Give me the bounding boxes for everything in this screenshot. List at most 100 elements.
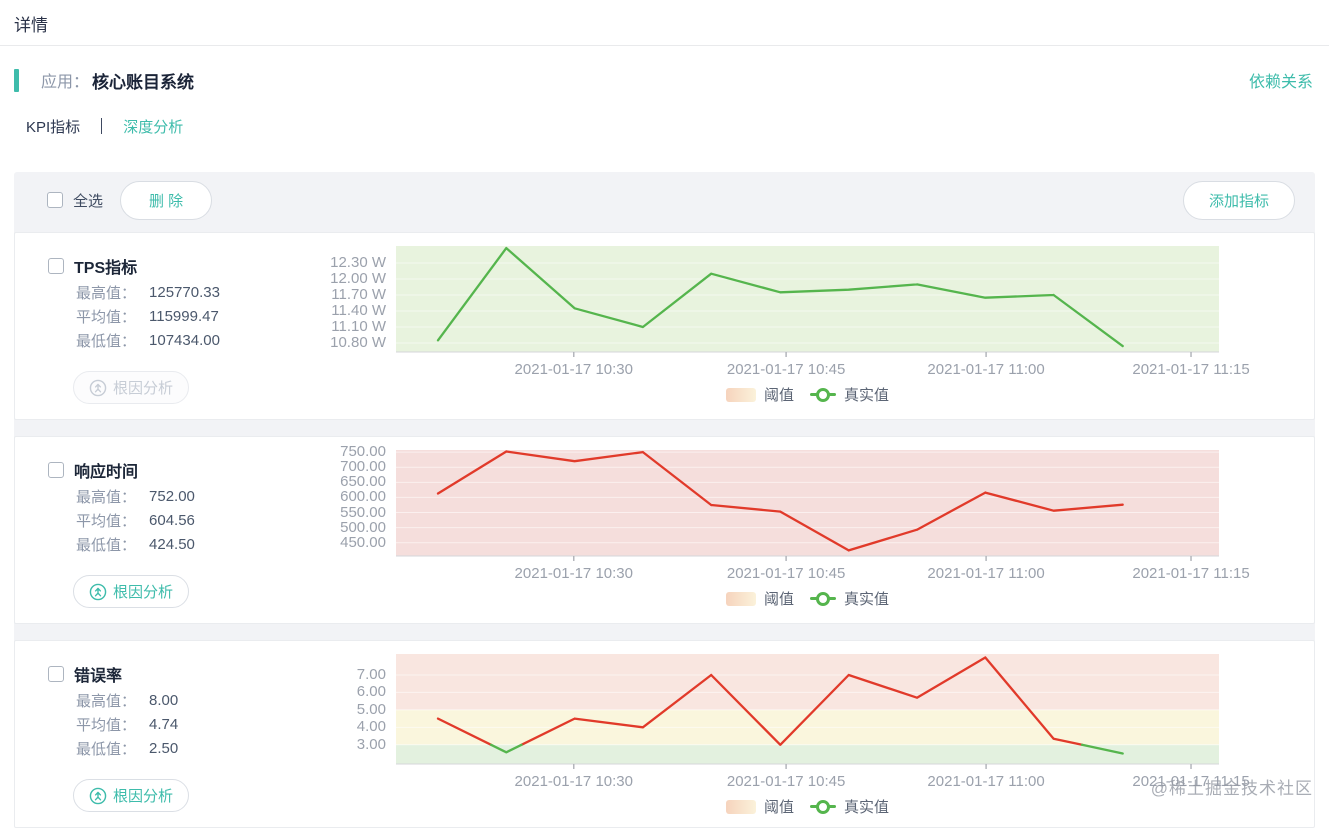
stat-label: 平均值： <box>76 716 137 734</box>
chart-plot[interactable] <box>396 654 1219 770</box>
stat-row: 最高值： 125770.33 <box>76 280 220 304</box>
legend-actual-label[interactable]: 真实值 <box>844 799 890 816</box>
metric-list-container: 全选 删 除 添加指标 TPS指标最高值： 125770.33 平均值： 115999… <box>14 172 1315 828</box>
y-axis-label: 6.00 <box>356 683 386 701</box>
tab-deep-analysis[interactable]: 深度分析 <box>123 118 184 136</box>
actual-line-icon[interactable] <box>810 799 836 814</box>
x-axis-label: 2021-01-17 11:15 <box>1132 773 1250 790</box>
legend-threshold-label[interactable]: 阈值 <box>763 387 794 404</box>
x-axis-label: 2021-01-17 11:00 <box>927 773 1045 790</box>
metric-checkbox[interactable] <box>48 258 64 274</box>
chart-legend: 阈值 真实值 <box>396 796 1219 817</box>
threshold-swatch-icon[interactable] <box>725 799 756 814</box>
y-axis-label: 600.00 <box>340 488 386 506</box>
actual-ring-icon <box>816 799 830 814</box>
stat-value: 424.50 <box>149 535 195 553</box>
metric-stats: 最高值： 752.00 平均值： 604.56 最低值： 424.50 <box>76 484 195 556</box>
x-axis-label: 2021-01-17 11:15 <box>1132 361 1250 378</box>
root-cause-label: 根因分析 <box>113 788 174 805</box>
stat-label: 最低值： <box>76 740 137 758</box>
root-cause-button[interactable]: 根因分析 <box>73 575 190 608</box>
tab-separator <box>101 118 103 134</box>
actual-ring-icon <box>816 387 830 402</box>
y-axis-label: 650.00 <box>340 473 386 491</box>
delete-button[interactable]: 删 除 <box>120 180 213 220</box>
stat-label: 平均值： <box>76 308 137 326</box>
stat-value: 115999.47 <box>149 307 219 325</box>
metric-title: TPS指标 <box>74 260 138 277</box>
app-name: 核心账目系统 <box>92 72 195 92</box>
root-cause-button[interactable]: 根因分析 <box>73 371 190 404</box>
y-axis-label: 7.00 <box>356 665 386 683</box>
metric-stats: 最高值： 125770.33 平均值： 115999.47 最低值： 107434.00 <box>76 280 220 352</box>
stat-label: 最低值： <box>76 332 137 350</box>
x-axis-label: 2021-01-17 11:00 <box>927 361 1045 378</box>
toolbar: 全选 删 除 添加指标 <box>14 172 1315 228</box>
accent-bar-icon <box>14 68 19 92</box>
tab-kpi[interactable]: KPI指标 <box>26 118 81 136</box>
y-axis-label: 500.00 <box>340 518 386 536</box>
x-axis-label: 2021-01-17 10:45 <box>726 361 846 378</box>
metric-title: 错误率 <box>74 668 123 685</box>
watermark: @稀土掘金技术社区 <box>1150 779 1313 798</box>
app-label: 应用： <box>41 74 90 91</box>
dependency-link[interactable]: 依赖关系 <box>1248 74 1313 91</box>
metric-checkbox[interactable] <box>48 462 64 478</box>
legend-threshold-label[interactable]: 阈值 <box>763 799 794 816</box>
stat-label: 最高值： <box>76 692 137 710</box>
threshold-swatch-icon[interactable] <box>725 387 756 402</box>
root-cause-button[interactable]: 根因分析 <box>73 779 190 812</box>
add-metric-button[interactable]: 添加指标 <box>1182 180 1295 220</box>
stat-row: 最低值： 2.50 <box>76 736 178 760</box>
y-axis-label: 3.00 <box>356 735 386 753</box>
stat-row: 最高值： 8.00 <box>76 688 178 712</box>
x-axis-label: 2021-01-17 11:00 <box>927 565 1045 582</box>
y-axis-label: 11.40 W <box>331 301 386 319</box>
app-header: 应用： 核心账目系统 依赖关系 <box>14 67 1313 93</box>
legend-actual-label[interactable]: 真实值 <box>844 591 890 608</box>
stat-row: 最高值： 752.00 <box>76 484 195 508</box>
x-axis-label: 2021-01-17 10:30 <box>514 565 633 582</box>
chart-legend: 阈值 真实值 <box>396 384 1219 405</box>
legend-actual-label[interactable]: 真实值 <box>844 387 890 404</box>
metric-card: TPS指标最高值： 125770.33 平均值： 115999.47 最低值： 10743… <box>14 232 1315 420</box>
stat-label: 平均值： <box>76 512 137 530</box>
y-axis-label: 11.10 W <box>331 317 386 335</box>
select-all-checkbox[interactable] <box>47 192 63 208</box>
chart-plot[interactable] <box>396 450 1219 562</box>
root-cause-icon <box>89 787 107 804</box>
root-cause-icon <box>89 379 107 396</box>
y-axis-label: 450.00 <box>340 533 386 551</box>
root-cause-label: 根因分析 <box>113 584 174 601</box>
stat-row: 平均值： 604.56 <box>76 508 195 532</box>
actual-line-icon[interactable] <box>810 591 836 606</box>
stat-value: 107434.00 <box>149 331 220 349</box>
y-axis-label: 12.00 W <box>330 270 386 288</box>
threshold-swatch-icon[interactable] <box>725 591 756 606</box>
y-axis-label: 10.80 W <box>330 333 386 351</box>
x-axis-label: 2021-01-17 10:30 <box>514 773 633 790</box>
chart-plot[interactable] <box>396 246 1219 358</box>
legend-threshold-label[interactable]: 阈值 <box>763 591 794 608</box>
chart-legend: 阈值 真实值 <box>396 588 1219 609</box>
stat-row: 最低值： 424.50 <box>76 532 195 556</box>
stat-label: 最高值： <box>76 284 137 302</box>
stat-row: 平均值： 4.74 <box>76 712 178 736</box>
actual-line-icon[interactable] <box>810 387 836 402</box>
stat-label: 最高值： <box>76 488 137 506</box>
stat-value: 604.56 <box>149 511 195 529</box>
tabs: KPI指标 深度分析 <box>26 114 183 138</box>
stat-row: 平均值： 115999.47 <box>76 304 220 328</box>
metric-checkbox[interactable] <box>48 666 64 682</box>
header-divider <box>0 45 1329 46</box>
metric-card: 响应时间 最高值： 752.00 平均值： 604.56 最低值： 424.50 根因分析 75… <box>14 436 1315 624</box>
stat-value: 752.00 <box>149 487 195 505</box>
stat-value: 125770.33 <box>149 283 220 301</box>
page-title: 详情 <box>14 16 48 35</box>
x-axis-label: 2021-01-17 11:15 <box>1132 565 1250 582</box>
y-axis-label: 750.00 <box>340 443 386 461</box>
x-axis-label: 2021-01-17 10:30 <box>514 361 633 378</box>
y-axis-label: 5.00 <box>356 700 386 718</box>
select-all-label: 全选 <box>73 192 104 210</box>
metric-card: 错误率最高值： 8.00 平均值： 4.74 最低值： 2.50 根因分析 7.00 6.00 5… <box>14 640 1315 828</box>
